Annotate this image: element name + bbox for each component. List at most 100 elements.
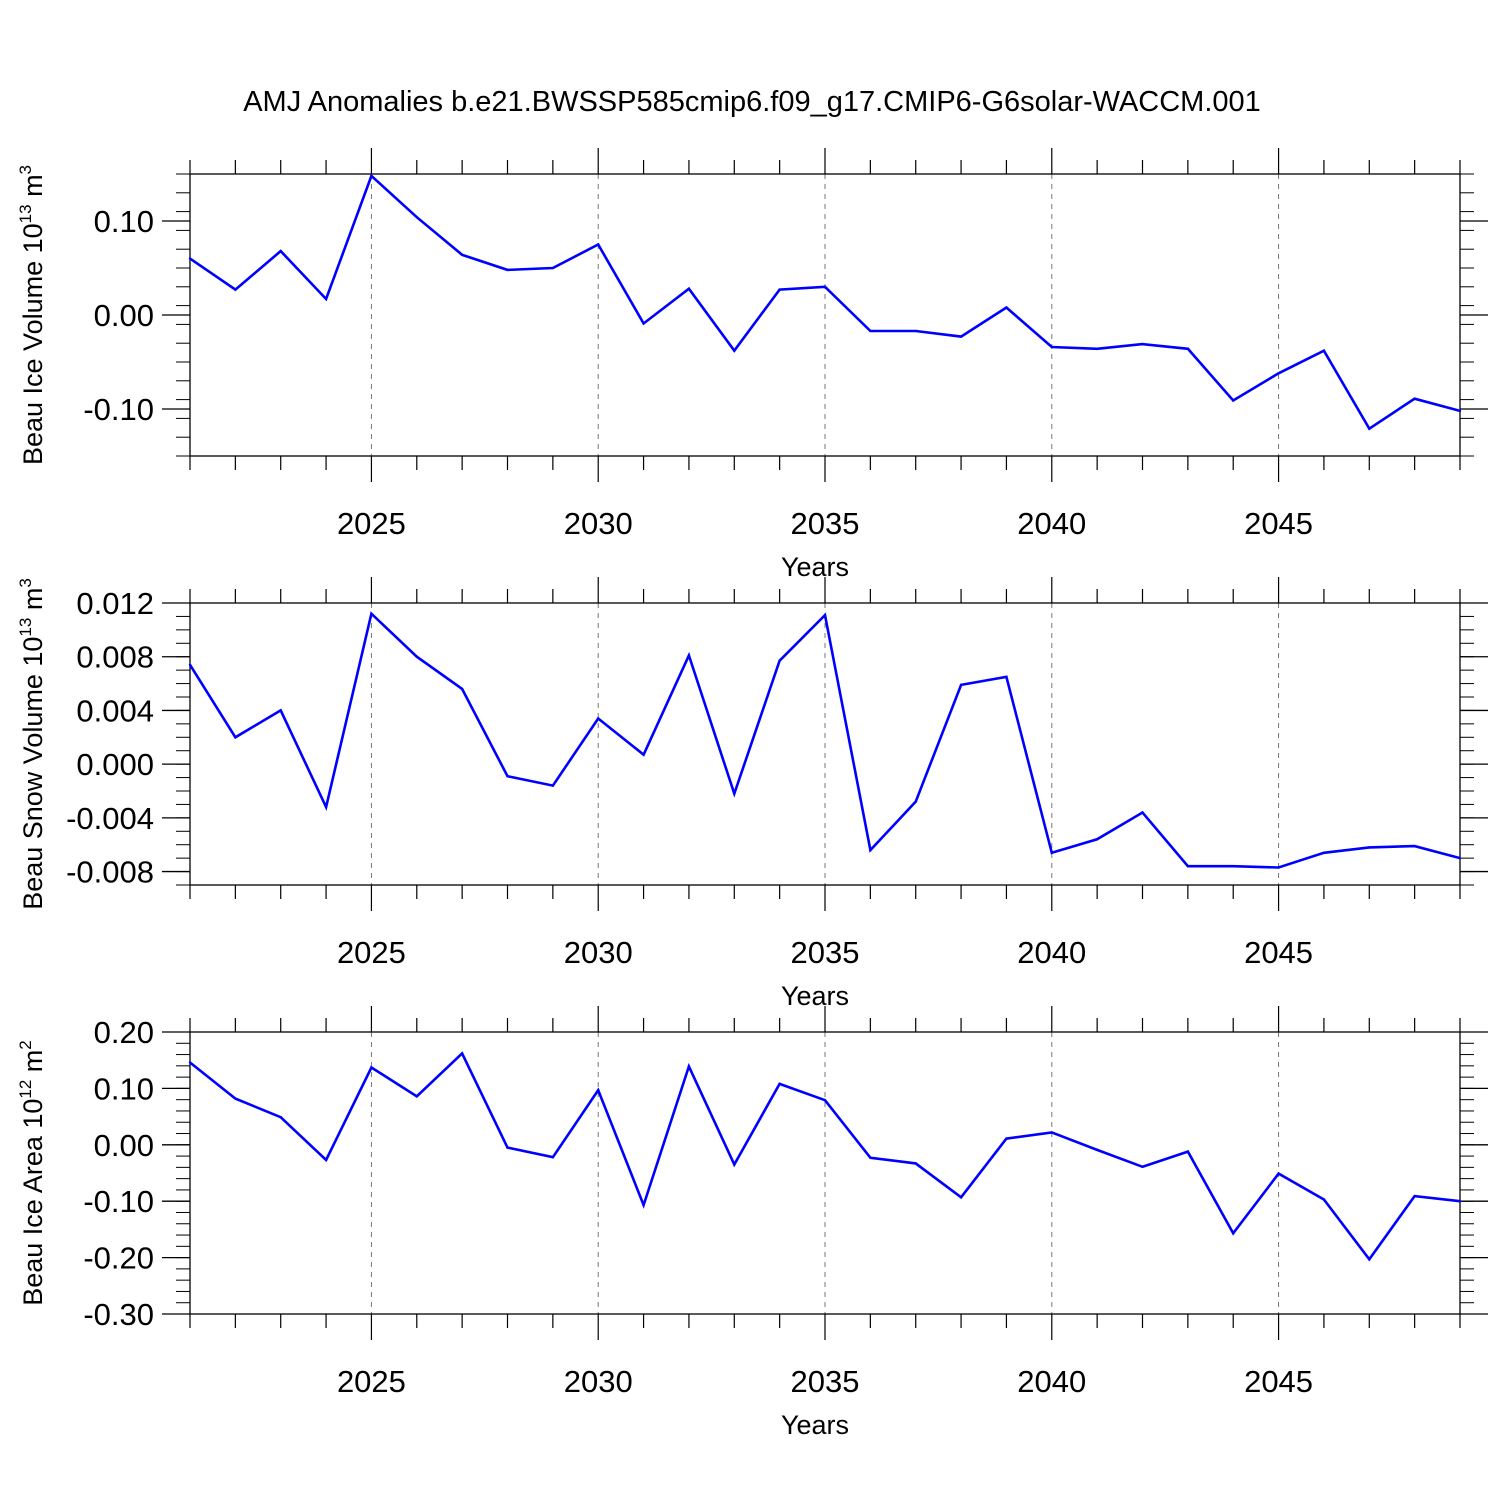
x-tick-label: 2040 — [1017, 506, 1086, 541]
x-tick-label: 2025 — [337, 506, 406, 541]
y-tick-label: 0.000 — [76, 747, 154, 782]
data-point — [687, 287, 691, 290]
data-point — [914, 800, 917, 803]
data-point — [959, 335, 963, 338]
data-point — [1322, 851, 1326, 854]
data-point — [1413, 397, 1416, 400]
x-tick-label: 2045 — [1244, 506, 1313, 541]
data-point — [506, 775, 509, 778]
data-point — [597, 243, 600, 246]
x-tick-label: 2035 — [791, 1364, 860, 1399]
data-point — [1232, 399, 1235, 402]
data-point — [1458, 409, 1462, 413]
data-point — [869, 1156, 872, 1159]
data-point — [460, 1052, 464, 1055]
data-point — [778, 288, 781, 291]
data-point — [188, 257, 192, 260]
data-point — [733, 349, 736, 352]
series-line — [188, 611, 1461, 869]
data-point — [778, 1082, 781, 1086]
y-tick-label: 0.10 — [94, 204, 154, 239]
y-tick-label: 0.10 — [94, 1071, 154, 1106]
data-point — [370, 174, 373, 178]
data-point — [324, 805, 328, 809]
data-point — [687, 654, 691, 657]
data-point — [551, 266, 555, 270]
y-tick-label: -0.10 — [83, 1184, 154, 1219]
x-axis-label: Years — [781, 981, 849, 1011]
x-tick-label: 2030 — [564, 506, 633, 541]
data-point — [869, 329, 872, 333]
y-tick-label: 0.20 — [94, 1015, 154, 1050]
data-point — [1141, 811, 1144, 814]
x-tick-label: 2035 — [791, 506, 860, 541]
x-tick-label: 2045 — [1244, 1364, 1313, 1399]
x-tick-label: 2045 — [1244, 935, 1313, 970]
data-point — [506, 1146, 509, 1149]
panel-3: 0.20 0.10 0.00 -0.10 -0.20 -0.30 2025 2030 2035 2… — [16, 1006, 1488, 1440]
data-point — [642, 322, 645, 325]
data-point — [460, 687, 464, 691]
data-point — [1458, 856, 1462, 860]
data-point — [1277, 866, 1280, 869]
data-point — [370, 612, 373, 615]
data-point — [1005, 306, 1008, 309]
panel-2: 0.012 0.008 0.004 0.000 -0.004 -0.008 2025 2030… — [16, 577, 1488, 1011]
data-point — [1458, 1200, 1462, 1203]
y-tick-label: -0.20 — [83, 1241, 154, 1276]
x-tick-label: 2040 — [1017, 935, 1086, 970]
y-tick-label: 0.00 — [94, 1128, 154, 1163]
data-point — [1186, 347, 1190, 351]
panels: 0.10 0.00 -0.10 2025 2030 2035 2040 2045 Years Be… — [16, 148, 1488, 1440]
data-point — [914, 329, 917, 333]
data-point — [597, 1088, 600, 1092]
y-tick-label: -0.008 — [66, 855, 154, 890]
data-point — [1141, 342, 1144, 346]
y-axis-label: Beau Snow Volume 1013 m3 — [16, 578, 48, 910]
data-point — [324, 1158, 328, 1162]
data-point — [1368, 846, 1371, 849]
x-tick-label: 2025 — [337, 1364, 406, 1399]
data-point — [823, 285, 827, 288]
figure-title: AMJ Anomalies b.e21.BWSSP585cmip6.f09_g1… — [243, 86, 1261, 118]
x-tick-label: 2030 — [564, 935, 633, 970]
data-point — [1095, 838, 1099, 841]
data-point — [959, 683, 963, 687]
y-tick-label: 0.00 — [94, 298, 154, 333]
data-point — [188, 663, 192, 666]
data-point — [1050, 851, 1053, 854]
data-point — [1186, 1150, 1190, 1153]
data-point — [823, 1099, 827, 1102]
y-tick-label: -0.30 — [83, 1297, 154, 1332]
data-point — [1232, 865, 1235, 868]
data-point — [1322, 1198, 1326, 1201]
data-point — [1141, 1165, 1144, 1168]
x-axis-label: Years — [781, 552, 849, 582]
data-point — [1095, 1148, 1099, 1152]
y-axis-label: Beau Ice Volume 1013 m3 — [16, 165, 48, 465]
data-point — [959, 1196, 963, 1199]
x-tick-label: 2035 — [791, 935, 860, 970]
data-point — [1050, 1131, 1053, 1134]
data-point — [1368, 1258, 1371, 1261]
data-point — [234, 1097, 237, 1100]
data-point — [778, 659, 781, 662]
y-tick-label: 0.012 — [76, 586, 154, 621]
x-axis-label: Years — [781, 1410, 849, 1440]
x-tick-label: 2030 — [564, 1364, 633, 1399]
data-point — [1095, 347, 1099, 351]
data-point — [687, 1065, 691, 1068]
y-tick-label: -0.004 — [66, 801, 154, 836]
series-line — [189, 173, 1461, 431]
data-point — [1050, 345, 1053, 349]
y-tick-label: -0.10 — [83, 392, 154, 427]
data-point — [1277, 372, 1280, 375]
data-point — [460, 253, 464, 257]
data-point — [869, 848, 872, 852]
data-point — [823, 613, 827, 617]
data-point — [279, 249, 282, 253]
x-tick-label: 2040 — [1017, 1364, 1086, 1399]
data-point — [324, 297, 328, 301]
